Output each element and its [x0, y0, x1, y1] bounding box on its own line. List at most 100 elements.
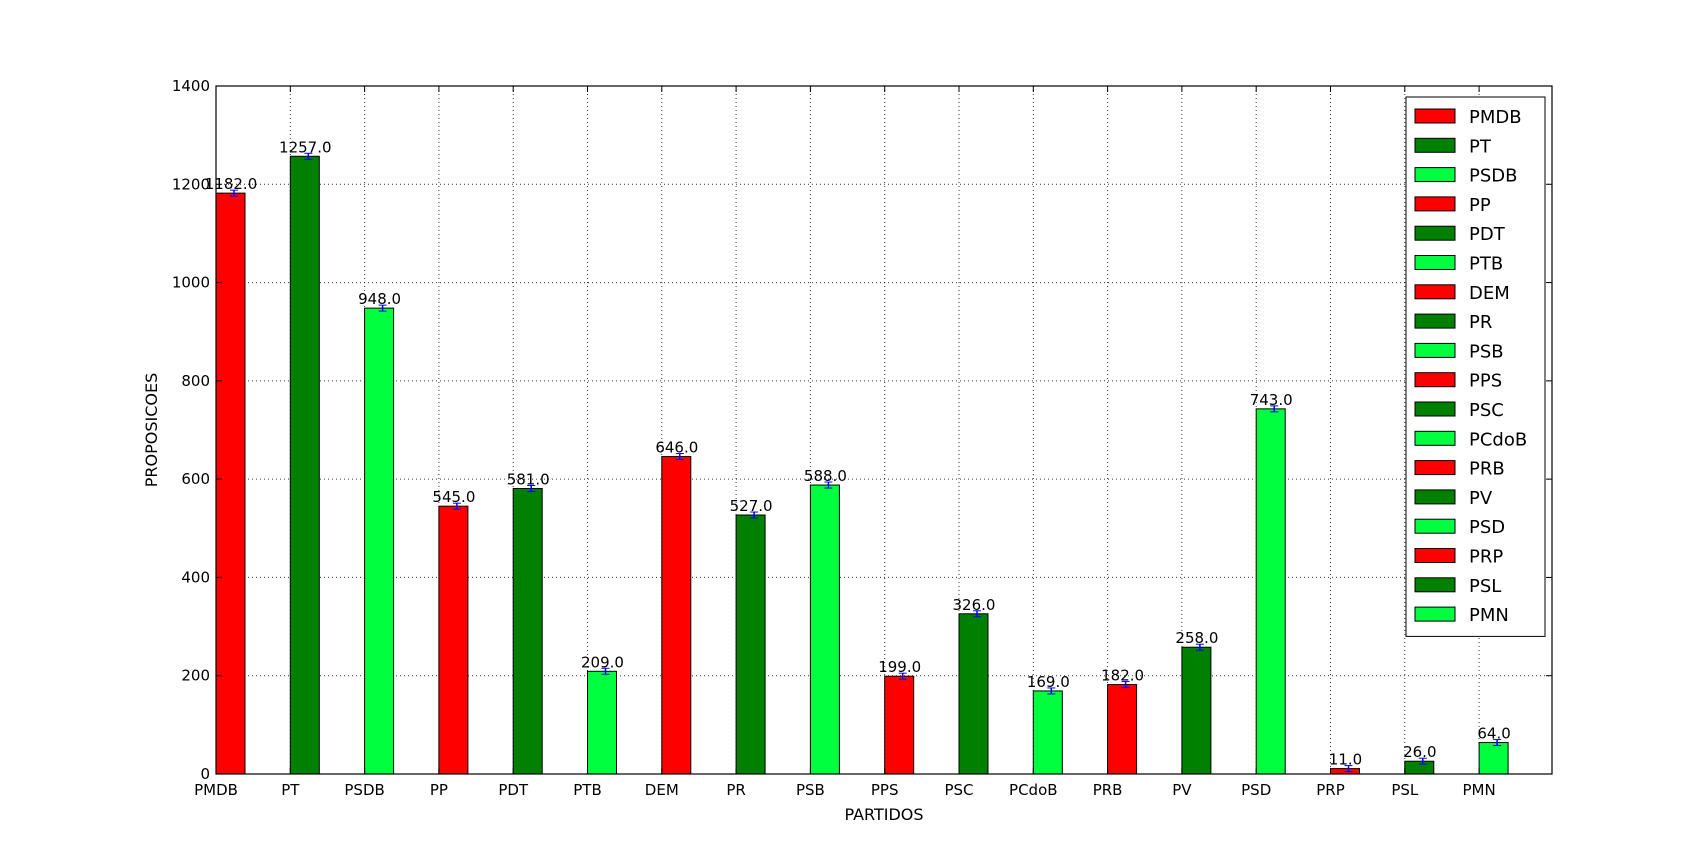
legend-entry: PSDB	[1469, 166, 1518, 187]
bar-psl	[1404, 760, 1435, 775]
legend-swatch	[1414, 225, 1456, 241]
legend-entry: PSB	[1469, 341, 1504, 362]
legend: PMDB PT PSDB PP PDT PTB DEM PR PSB PPS PSC PCdoB PRB…	[1405, 96, 1546, 637]
value-label: 588.0	[804, 467, 847, 485]
legend-entry: PP	[1469, 195, 1491, 216]
legend-entry: PMN	[1469, 605, 1509, 626]
bar-psb	[809, 484, 840, 775]
bar-prb	[1107, 684, 1138, 775]
bar-pmn	[1478, 742, 1509, 775]
legend-swatch	[1414, 342, 1456, 358]
x-tick-label: PMN	[1462, 781, 1495, 799]
legend-entry: DEM	[1469, 283, 1510, 304]
x-tick-label: PRP	[1316, 781, 1345, 799]
bar-psd	[1255, 408, 1286, 775]
x-tick-label: PTB	[573, 781, 602, 799]
legend-entry: PMDB	[1469, 107, 1522, 128]
value-label: 527.0	[730, 497, 773, 515]
value-label: 258.0	[1175, 629, 1218, 647]
bar-pcdob	[1032, 690, 1063, 775]
legend-entry: PCdoB	[1469, 429, 1527, 450]
legend-entry: PSL	[1469, 576, 1501, 597]
y-tick-label: 600	[181, 470, 210, 488]
x-tick-label: PSC	[944, 781, 973, 799]
x-tick-label: PR	[726, 781, 745, 799]
value-label: 209.0	[581, 653, 624, 671]
legend-entry: PRB	[1469, 459, 1505, 480]
plot-frame	[215, 85, 1553, 775]
legend-entry: PSD	[1469, 517, 1505, 538]
legend-swatch	[1414, 489, 1456, 505]
bar-pps	[884, 675, 915, 775]
value-label: 743.0	[1250, 391, 1293, 409]
legend-swatch	[1414, 313, 1456, 329]
x-tick-label: PPS	[871, 781, 899, 799]
x-tick-label: PCdoB	[1009, 781, 1058, 799]
y-tick-label: 1000	[172, 274, 210, 292]
y-tick-label: 200	[181, 667, 210, 685]
legend-swatch	[1414, 108, 1456, 124]
bar-pt	[289, 155, 320, 775]
bar-psdb	[364, 307, 395, 775]
x-tick-label: PT	[281, 781, 300, 799]
legend-entry: PDT	[1469, 224, 1506, 245]
x-tick-label: DEM	[645, 781, 679, 799]
value-label: 169.0	[1027, 673, 1070, 691]
legend-swatch	[1414, 401, 1456, 417]
bar-pv	[1181, 646, 1212, 775]
x-axis-title: PARTIDOS	[844, 805, 923, 824]
legend-entry: PRP	[1469, 547, 1503, 568]
legend-entry: PTB	[1469, 254, 1503, 275]
x-tick-label: PDT	[498, 781, 529, 799]
y-tick-label: 1200	[172, 175, 210, 193]
legend-swatch	[1414, 255, 1456, 270]
y-tick-label: 0	[200, 765, 210, 783]
x-tick-label: PP	[430, 781, 448, 799]
legend-box	[1405, 96, 1546, 637]
x-tick-label: PV	[1172, 781, 1192, 799]
legend-swatch	[1414, 167, 1456, 183]
value-labels: 1182.0 1257.0 948.0 545.0 581.0 209.0 646.0 527…	[205, 138, 1511, 768]
legend-swatch	[1414, 548, 1456, 563]
legend-entry: PPS	[1469, 371, 1502, 392]
legend-swatch	[1414, 372, 1456, 388]
bar-pp	[438, 505, 469, 775]
value-label: 326.0	[953, 596, 996, 614]
legend-swatch	[1414, 577, 1456, 593]
y-axis-title: PROPOSICOES	[142, 373, 161, 488]
value-label: 11.0	[1329, 751, 1362, 769]
x-tick-label: PSB	[796, 781, 825, 799]
value-label: 64.0	[1477, 725, 1510, 743]
value-label: 545.0	[432, 488, 475, 506]
legend-entry: PSC	[1469, 400, 1504, 421]
value-label: 581.0	[507, 470, 550, 488]
value-label: 646.0	[655, 439, 698, 457]
legend-swatch	[1414, 196, 1456, 212]
y-tick-label: 1400	[172, 77, 210, 95]
value-label: 199.0	[878, 658, 921, 676]
legend-swatch	[1414, 460, 1456, 476]
axes: 0 200 400 600 800 1000 1200 1400 PMDB PT PSDB PP PDT…	[172, 77, 1553, 799]
x-tick-label: PMDB	[194, 781, 238, 799]
bar-pdt	[512, 487, 543, 775]
value-label: 26.0	[1403, 743, 1436, 761]
legend-swatch	[1414, 518, 1456, 534]
value-label: 948.0	[358, 290, 401, 308]
legend-entry: PR	[1469, 312, 1492, 333]
x-tick-label: PSD	[1241, 781, 1271, 799]
legend-swatch	[1414, 137, 1456, 153]
value-label: 182.0	[1101, 667, 1144, 685]
x-tick-label: PRB	[1093, 781, 1123, 799]
y-tick-label: 800	[181, 372, 210, 390]
x-tick-label: PSDB	[344, 781, 384, 799]
value-label: 1182.0	[205, 175, 258, 193]
legend-swatch	[1414, 284, 1456, 300]
x-tick-label: PSL	[1391, 781, 1419, 799]
bar-pmdb	[215, 192, 246, 775]
bar-pr	[735, 514, 766, 775]
bar-dem	[661, 456, 692, 775]
y-tick-label: 400	[181, 568, 210, 586]
bar-ptb	[587, 670, 617, 775]
legend-entry: PV	[1469, 488, 1493, 509]
